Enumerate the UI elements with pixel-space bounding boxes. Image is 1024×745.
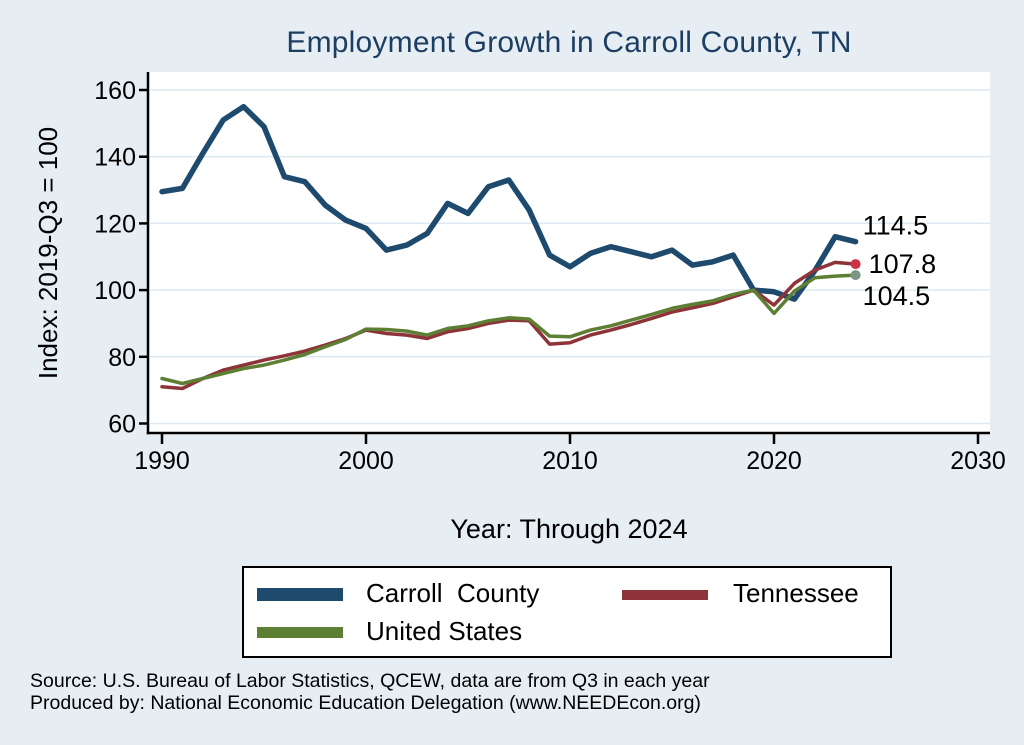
legend-label-carroll-county: Carroll County <box>366 578 540 608</box>
legend-swatch-united-states <box>257 627 343 638</box>
x-axis-title: Year: Through 2024 <box>450 514 688 544</box>
end-label-tennessee: 107.8 <box>869 249 937 279</box>
y-tick-label: 120 <box>94 210 136 238</box>
end-label-united-states: 104.5 <box>863 281 931 311</box>
legend-label-tennessee: Tennessee <box>733 578 859 608</box>
source-note: Source: U.S. Bureau of Labor Statistics,… <box>30 670 710 692</box>
y-tick-label: 160 <box>94 77 136 105</box>
plot-area <box>148 72 990 433</box>
y-tick-label: 140 <box>94 144 136 172</box>
series-line-carroll-county <box>159 103 859 302</box>
producer-note: Produced by: National Economic Education… <box>30 692 701 714</box>
end-marker-united-states <box>850 270 861 281</box>
x-tick-label: 2030 <box>950 447 1006 475</box>
x-tick-label: 2020 <box>746 447 802 475</box>
legend-label-united-states: United States <box>366 616 523 646</box>
end-label-carroll-county: 114.5 <box>863 211 929 241</box>
legend: Carroll County Tennessee United States <box>242 566 892 658</box>
y-tick-label: 60 <box>108 411 136 439</box>
chart-title: Employment Growth in Carroll County, TN <box>286 26 852 59</box>
x-tick-label: 2010 <box>542 447 598 475</box>
line-chart-plot: 60 80 100 120 140 160 1990 2000 2010 2020 2030 114.… <box>94 72 1006 475</box>
y-tick-label: 100 <box>94 277 136 305</box>
legend-swatch-tennessee <box>622 590 708 600</box>
x-tick-label: 2000 <box>338 447 394 475</box>
legend-swatch-carroll-county <box>257 588 343 601</box>
x-tick-label: 1990 <box>134 447 190 475</box>
y-tick-label: 80 <box>108 344 136 372</box>
series-line-united-states <box>160 273 858 386</box>
end-marker-tennessee <box>850 259 861 270</box>
